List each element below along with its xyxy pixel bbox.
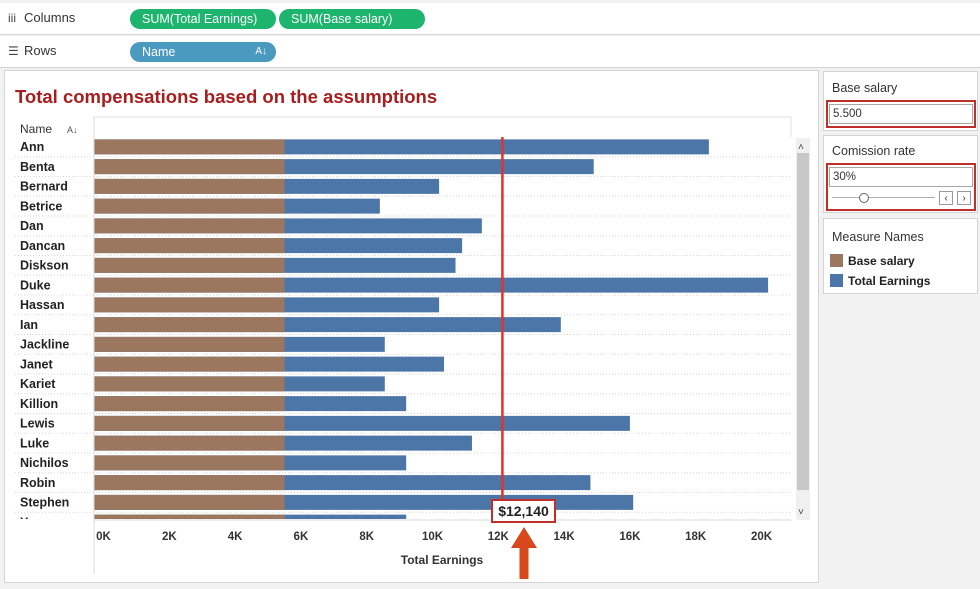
bar-rows: Ann Benta Bernard Betrice Dan Dancan Diskson Du… (15, 139, 791, 530)
x-tick-label: 2K (162, 531, 177, 543)
bar-base-salary[interactable] (94, 455, 285, 471)
base-salary-input[interactable]: 5.500 (829, 104, 973, 124)
bar-base-salary[interactable] (94, 415, 285, 431)
bar-base-salary[interactable] (94, 159, 285, 175)
columns-shelf-label: iii Columns (8, 10, 75, 25)
x-tick-label: 12K (488, 531, 510, 543)
row-label[interactable]: Lewis (20, 417, 55, 431)
columns-shelf: iii Columns SUM(Total Earnings) SUM(Base … (0, 3, 980, 35)
row-label[interactable]: Stephen (20, 496, 69, 510)
legend-swatch-total-earnings (830, 274, 843, 287)
list-icon: ☰ (8, 44, 19, 58)
rows-label-text: Rows (24, 43, 57, 58)
x-tick-label: 10K (422, 531, 444, 543)
x-tick-label: 6K (294, 531, 309, 543)
sort-ascending-icon[interactable]: A↓ (255, 46, 267, 57)
base-salary-parameter: Base salary 5.500 (823, 71, 978, 131)
bar-base-salary[interactable] (94, 178, 285, 194)
row-label[interactable]: Bernard (20, 180, 68, 194)
legend-label-total-earnings[interactable]: Total Earnings (848, 274, 931, 288)
bar-chart: Name A↓ Ann Benta Bernard Betrice Dan Dancan D… (15, 116, 810, 579)
scroll-up-icon[interactable]: ˄ (798, 142, 804, 153)
scroll-down-icon[interactable]: ˅ (798, 507, 804, 518)
x-tick-label: 8K (359, 531, 374, 543)
worksheet-view: Total compensations based on the assumpt… (4, 70, 819, 583)
sort-icon[interactable]: A↓ (67, 125, 78, 135)
legend-swatch-base-salary (830, 254, 843, 267)
bar-base-salary[interactable] (94, 336, 285, 352)
arrow-annotation (511, 527, 537, 579)
scrollbar-thumb[interactable] (797, 153, 809, 490)
bar-base-salary[interactable] (94, 257, 285, 273)
row-label[interactable]: Jackline (20, 338, 69, 352)
row-label[interactable]: Janet (20, 357, 53, 371)
bar-base-salary[interactable] (94, 139, 285, 155)
commission-rate-title: Comission rate (832, 144, 916, 158)
x-tick-label: 20K (751, 531, 773, 543)
bar-base-salary[interactable] (94, 514, 285, 530)
bar-base-salary[interactable] (94, 356, 285, 372)
bar-base-salary[interactable] (94, 317, 285, 333)
row-label[interactable]: Luke (20, 436, 49, 450)
row-label[interactable]: Hassan (20, 298, 64, 312)
x-tick-label: 14K (554, 531, 576, 543)
bar-base-salary[interactable] (94, 396, 285, 412)
rows-shelf: ☰ Rows Name A↓ (0, 36, 980, 68)
row-label[interactable]: Diskson (20, 259, 69, 273)
row-label[interactable]: Yvonne (20, 515, 65, 529)
x-tick-label: 16K (619, 531, 641, 543)
x-tick-label: 4K (228, 531, 243, 543)
bar-base-salary[interactable] (94, 218, 285, 234)
x-tick-label: 0K (96, 531, 111, 543)
row-label[interactable]: Killion (20, 397, 58, 411)
pill-sum-base-salary[interactable]: SUM(Base salary) (279, 9, 425, 29)
slider-prev-button[interactable]: ‹ (939, 191, 953, 205)
x-axis: 0K 2K 4K 6K 8K 10K 12K 14K 16K 18K 20K Total Earnin… (94, 519, 791, 567)
commission-rate-parameter: Comission rate 30% ‹ › (823, 135, 978, 213)
row-label[interactable]: Robin (20, 476, 55, 490)
row-label[interactable]: Duke (20, 278, 51, 292)
bar-base-salary[interactable] (94, 435, 285, 451)
reference-line-group: $12,140 (491, 137, 556, 579)
row-label[interactable]: Nichilos (20, 456, 69, 470)
x-tick-label: 18K (685, 531, 707, 543)
reference-label: $12,140 (498, 503, 549, 519)
view-title: Total compensations based on the assumpt… (15, 86, 438, 107)
row-label[interactable]: Dancan (20, 239, 65, 253)
bar-base-salary[interactable] (94, 198, 285, 214)
legend-label-base-salary[interactable]: Base salary (848, 254, 915, 268)
reference-label-box (491, 499, 556, 523)
commission-slider-track[interactable] (832, 197, 935, 198)
commission-rate-input[interactable]: 30% (829, 167, 973, 187)
row-label[interactable]: Betrice (20, 199, 62, 213)
row-label[interactable]: Ian (20, 318, 38, 332)
row-label[interactable]: Benta (20, 160, 56, 174)
pill-name-label: Name (142, 45, 176, 59)
commission-rate-highlight (826, 163, 976, 211)
bar-base-salary[interactable] (94, 494, 285, 510)
bar-base-salary[interactable] (94, 238, 285, 254)
commission-slider-thumb[interactable] (858, 193, 869, 203)
pill-sum-total-earnings[interactable]: SUM(Total Earnings) (130, 9, 276, 29)
bar-base-salary[interactable] (94, 297, 285, 313)
columns-label-text: Columns (24, 10, 76, 25)
bar-base-salary[interactable] (94, 277, 285, 293)
rows-shelf-label: ☰ Rows (8, 43, 57, 58)
row-label[interactable]: Ann (20, 140, 44, 154)
legend-title: Measure Names (832, 230, 924, 244)
slider-next-button[interactable]: › (957, 191, 971, 205)
base-salary-title: Base salary (832, 81, 898, 95)
x-axis-title: Total Earnings (401, 553, 484, 567)
base-salary-highlight (826, 100, 976, 128)
bar-base-salary[interactable] (94, 475, 285, 491)
row-header-label: Name (20, 122, 52, 136)
measure-names-legend: Measure Names Base salary Total Earnings (823, 218, 978, 294)
bar-base-salary[interactable] (94, 376, 285, 392)
columns-icon: iii (8, 11, 16, 25)
pill-name[interactable]: Name A↓ (130, 42, 276, 62)
row-label[interactable]: Kariet (20, 377, 56, 391)
row-label[interactable]: Dan (20, 219, 44, 233)
